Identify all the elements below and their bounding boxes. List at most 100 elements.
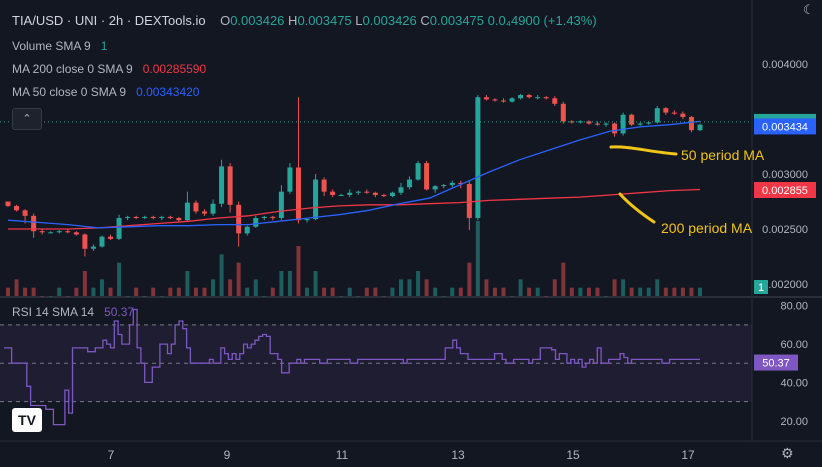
gear-icon[interactable]: ⚙ xyxy=(781,445,794,461)
moon-icon[interactable]: ☾ xyxy=(803,2,815,17)
candle-body xyxy=(39,231,45,233)
ma50-legend-value: 0.00343420 xyxy=(136,85,200,99)
ma50-price-label: 0.003434 xyxy=(762,121,808,133)
ma200-legend-label: MA 200 close 0 SMA 9 xyxy=(12,62,133,76)
candle-body xyxy=(372,192,378,195)
candle-body xyxy=(150,216,156,219)
volume-bar xyxy=(159,296,164,297)
rsi-current-box xyxy=(754,354,798,371)
low-label: L xyxy=(355,13,363,28)
rsi-line xyxy=(4,308,700,426)
candle-body xyxy=(99,236,105,247)
candle-body xyxy=(620,114,626,134)
ma50-legend[interactable]: MA 50 close 0 SMA 9 0.00343420 xyxy=(12,85,199,99)
volume-bar xyxy=(544,296,549,297)
volume-bar xyxy=(561,262,566,296)
candle-body xyxy=(415,163,421,180)
candle-body xyxy=(184,202,190,221)
volume-bar xyxy=(646,287,651,296)
close-value: 0.003475 xyxy=(429,13,485,28)
candle-body xyxy=(48,232,54,234)
volume-bar xyxy=(31,287,36,296)
candle-body xyxy=(646,122,652,124)
volume-bar xyxy=(433,287,438,296)
volume-bar xyxy=(65,296,70,297)
volume-bar xyxy=(91,287,96,296)
candle-body xyxy=(449,182,455,186)
volume-bar xyxy=(330,287,335,296)
ma50-price-label-box xyxy=(754,118,816,135)
volume-bar xyxy=(604,296,609,297)
rsi-legend[interactable]: RSI 14 SMA 14 50.37 xyxy=(12,305,134,319)
time-tick-label: 15 xyxy=(566,448,580,462)
candle-body xyxy=(603,123,609,125)
volume-bar xyxy=(48,296,53,297)
candle-body xyxy=(253,218,259,227)
chevron-up-icon[interactable]: ⌃ xyxy=(12,108,42,130)
candle-body xyxy=(526,95,532,98)
price-tick-label: 0.003000 xyxy=(762,169,808,181)
low-value: 0.003426 xyxy=(362,13,417,28)
volume-bar xyxy=(535,287,540,296)
volume-bar xyxy=(23,287,28,296)
candle-body xyxy=(193,202,199,212)
rsi-legend-value: 50.37 xyxy=(104,305,135,319)
candle-body xyxy=(543,97,549,99)
volume-bar xyxy=(347,287,352,296)
candle-body xyxy=(697,124,703,131)
candle-body xyxy=(518,95,524,99)
candle-body xyxy=(432,186,438,190)
time-tick-label: 17 xyxy=(681,448,695,462)
volume-legend-value: 1 xyxy=(100,39,108,53)
candle-body xyxy=(663,108,669,113)
candle-body xyxy=(637,123,643,125)
candle-body xyxy=(31,215,37,232)
volume-bar xyxy=(6,287,10,296)
volume-bar xyxy=(373,287,378,296)
rsi-current-label: 50.37 xyxy=(762,358,790,370)
candle-body xyxy=(347,192,353,195)
volume-bar xyxy=(621,279,626,296)
ma200-price-label: 0.002855 xyxy=(762,185,808,197)
volume-bar xyxy=(236,262,241,296)
volume-bar xyxy=(142,296,147,297)
candle-body xyxy=(501,100,507,102)
candle-body xyxy=(159,216,165,219)
candle-body xyxy=(108,236,114,239)
volume-bar xyxy=(612,279,617,296)
candle-body xyxy=(407,179,413,188)
volume-bar xyxy=(134,287,139,296)
candle-body xyxy=(236,204,242,234)
volume-bar xyxy=(398,279,403,296)
candle-body xyxy=(586,121,592,124)
ma200-legend[interactable]: MA 200 close 0 SMA 9 0.00285590 xyxy=(12,62,206,76)
candle-body xyxy=(475,97,481,219)
candle-body xyxy=(210,203,216,214)
ma50-legend-label: MA 50 close 0 SMA 9 xyxy=(12,85,127,99)
volume-bar xyxy=(125,296,130,297)
volume-bar xyxy=(305,287,310,296)
volume-bar xyxy=(424,279,429,296)
volume-bar xyxy=(193,287,198,296)
volume-bar xyxy=(228,279,233,296)
volume-bar xyxy=(698,287,702,296)
volume-legend[interactable]: Volume SMA 9 1 xyxy=(12,39,107,53)
ma50-line xyxy=(7,120,701,229)
candle-body xyxy=(381,194,387,197)
tradingview-logo-icon[interactable]: TV xyxy=(12,408,42,432)
candle-body xyxy=(594,123,600,125)
ma50-annotation-text: 50 period MA xyxy=(681,147,765,163)
open-label: O xyxy=(220,13,231,28)
ma200-annotation-arrow xyxy=(618,192,656,224)
volume-bar xyxy=(322,287,327,296)
volume-bar xyxy=(168,287,173,296)
candle-body xyxy=(612,123,618,134)
candle-body xyxy=(398,187,404,193)
volume-bar xyxy=(270,287,275,296)
candle-body xyxy=(125,216,131,219)
volume-bar xyxy=(117,262,122,296)
volume-bar xyxy=(40,296,45,297)
volume-bar xyxy=(510,296,515,297)
